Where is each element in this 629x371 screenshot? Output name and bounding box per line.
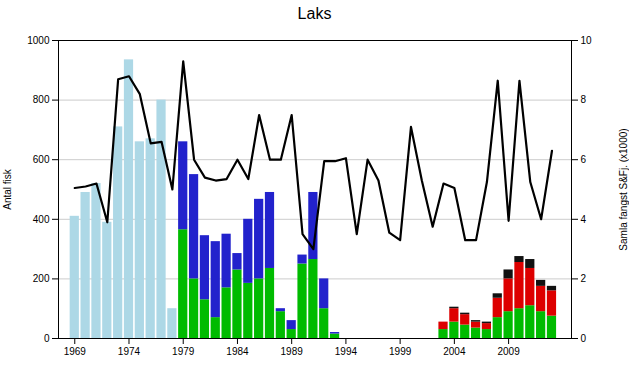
svg-text:1989: 1989 — [281, 346, 304, 357]
html-text:Laks: Laks — [297, 5, 332, 22]
svg-text:4: 4 — [581, 214, 587, 225]
svg-text:200: 200 — [33, 273, 50, 284]
svg-text:1974: 1974 — [118, 346, 141, 357]
svg-text:0: 0 — [581, 333, 587, 344]
svg-text:1984: 1984 — [226, 346, 249, 357]
svg-text:800: 800 — [33, 94, 50, 105]
svg-text:1979: 1979 — [172, 346, 195, 357]
svg-text:0: 0 — [44, 333, 50, 344]
svg-text:8: 8 — [581, 94, 587, 105]
svg-text:Samla fangst S&Fj. (x1000): Samla fangst S&Fj. (x1000) — [618, 128, 629, 250]
svg-text:600: 600 — [33, 154, 50, 165]
svg-text:2: 2 — [581, 273, 587, 284]
svg-text:2004: 2004 — [443, 346, 466, 357]
svg-text:1000: 1000 — [27, 35, 50, 46]
svg-text:6: 6 — [581, 154, 587, 165]
svg-text:Antal fisk: Antal fisk — [2, 168, 13, 210]
svg-text:10: 10 — [581, 35, 593, 46]
svg-text:1969: 1969 — [64, 346, 87, 357]
svg-text:400: 400 — [33, 214, 50, 225]
svg-text:1999: 1999 — [389, 346, 412, 357]
svg-text:1994: 1994 — [335, 346, 358, 357]
svg-text:2009: 2009 — [497, 346, 520, 357]
